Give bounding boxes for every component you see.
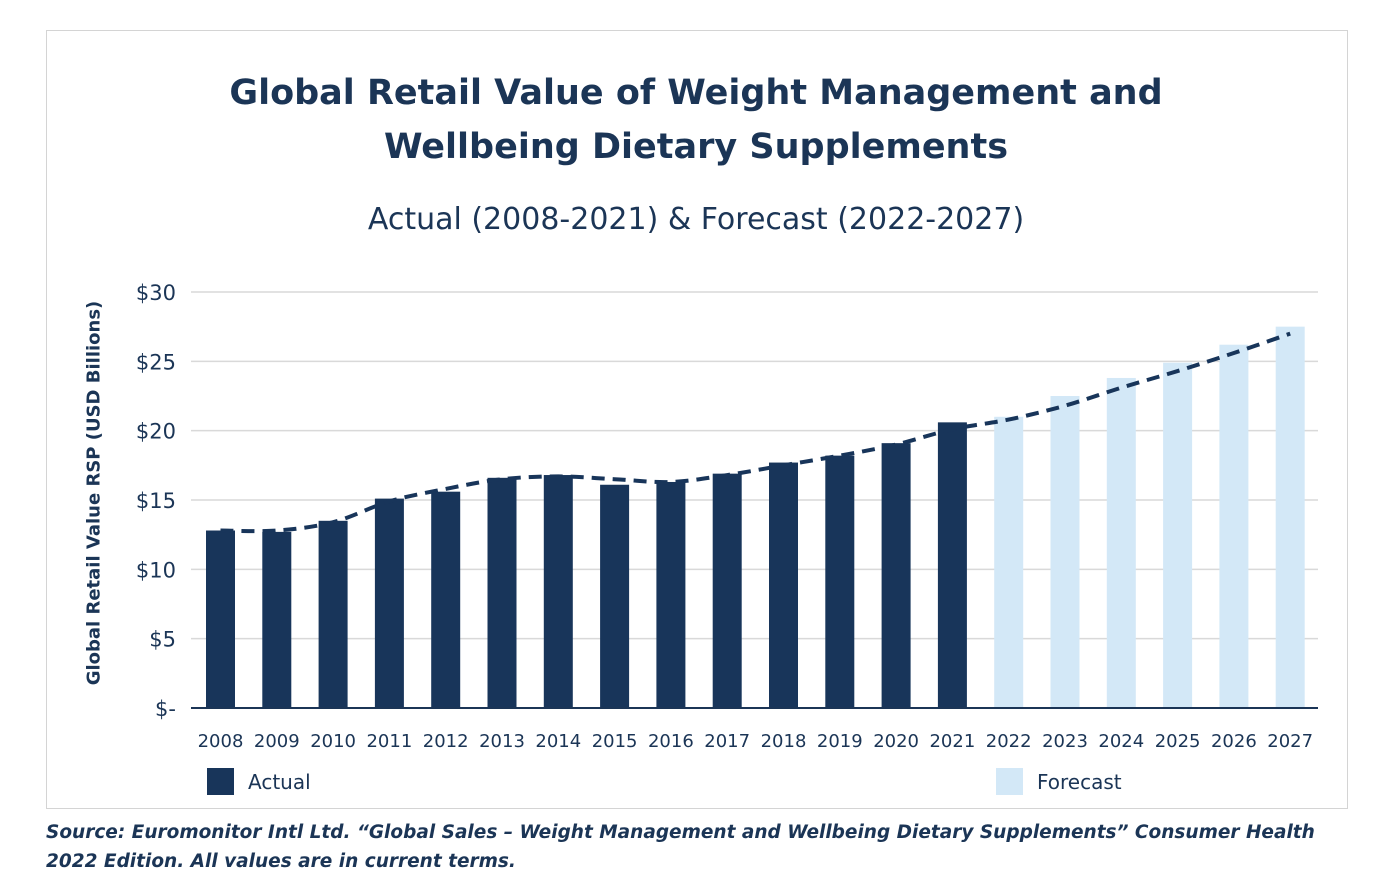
- x-tick-label: 2022: [986, 731, 1032, 752]
- x-tick-label: 2008: [198, 731, 244, 752]
- legend-forecast-label: Forecast: [1037, 769, 1122, 794]
- x-tick-label: 2021: [929, 731, 975, 752]
- bar-forecast-2026: [1219, 344, 1249, 708]
- x-tick-label: 2023: [1042, 731, 1088, 752]
- bar-actual-2018: [769, 462, 798, 708]
- chart-title-line-2: Wellbeing Dietary Supplements: [383, 127, 1009, 167]
- bar-actual-2009: [262, 531, 292, 708]
- y-tick-label: $5: [149, 628, 176, 652]
- x-tick-label: 2015: [592, 731, 638, 752]
- x-tick-label: 2012: [423, 731, 469, 752]
- x-tick-label: 2018: [761, 731, 807, 752]
- bar-actual-2017: [712, 473, 742, 708]
- x-tick-label: 2009: [254, 731, 300, 752]
- source-note: Source: Euromonitor Intl Ltd. “Global Sa…: [46, 818, 1346, 876]
- legend-actual-swatch: [207, 768, 234, 795]
- chart-subtitle: Actual (2008-2021) & Forecast (2022-2027…: [367, 202, 1025, 237]
- y-tick-label: $20: [136, 420, 176, 444]
- x-tick-label: 2013: [479, 731, 525, 752]
- trendline: [220, 331, 1291, 534]
- bar-forecast-2027: [1275, 326, 1305, 708]
- x-tick-label: 2025: [1155, 731, 1201, 752]
- y-tick-label: $30: [136, 281, 176, 305]
- bar-actual-2008: [206, 530, 235, 708]
- bar-actual-2021: [937, 422, 967, 708]
- source-line-2: 2022 Edition. All values are in current …: [46, 851, 516, 872]
- legend-actual-label: Actual: [248, 769, 311, 794]
- bar-actual-2014: [543, 475, 573, 708]
- x-tick-label: 2024: [1098, 731, 1144, 752]
- bar-actual-2016: [656, 481, 686, 708]
- chart-title: Global Retail Value of Weight Management…: [0, 66, 1392, 174]
- bar-forecast-2023: [1050, 396, 1080, 708]
- bar-forecast-2024: [1106, 377, 1136, 708]
- x-tick-label: 2026: [1211, 731, 1257, 752]
- legend-forecast-swatch: [996, 768, 1023, 795]
- bar-actual-2020: [881, 443, 911, 708]
- bar-forecast-2022: [994, 416, 1024, 708]
- y-tick-label: $25: [136, 350, 176, 374]
- source-line-1: Source: Euromonitor Intl Ltd. “Global Sa…: [46, 822, 1315, 843]
- x-tick-label: 2020: [873, 731, 919, 752]
- chart-title-line-1: Global Retail Value of Weight Management…: [229, 73, 1163, 113]
- bar-actual-2019: [825, 455, 855, 708]
- chart-frame: [46, 30, 1348, 809]
- bar-actual-2012: [431, 491, 461, 708]
- y-tick-label: $-: [155, 697, 176, 721]
- x-tick-label: 2027: [1267, 731, 1313, 752]
- legend-forecast: Forecast: [996, 768, 1122, 795]
- bar-actual-2010: [318, 520, 348, 708]
- x-tick-label: 2011: [366, 731, 412, 752]
- bar-actual-2011: [374, 498, 404, 708]
- x-tick-label: 2014: [535, 731, 581, 752]
- y-tick-label: $10: [136, 558, 176, 582]
- y-tick-label: $15: [136, 489, 176, 513]
- bar-actual-2015: [600, 484, 630, 708]
- x-tick-label: 2010: [310, 731, 356, 752]
- bar-forecast-2025: [1163, 362, 1193, 708]
- bar-actual-2013: [487, 477, 517, 708]
- x-tick-label: 2019: [817, 731, 863, 752]
- legend-actual: Actual: [207, 768, 311, 795]
- x-tick-label: 2017: [704, 731, 750, 752]
- x-tick-label: 2016: [648, 731, 694, 752]
